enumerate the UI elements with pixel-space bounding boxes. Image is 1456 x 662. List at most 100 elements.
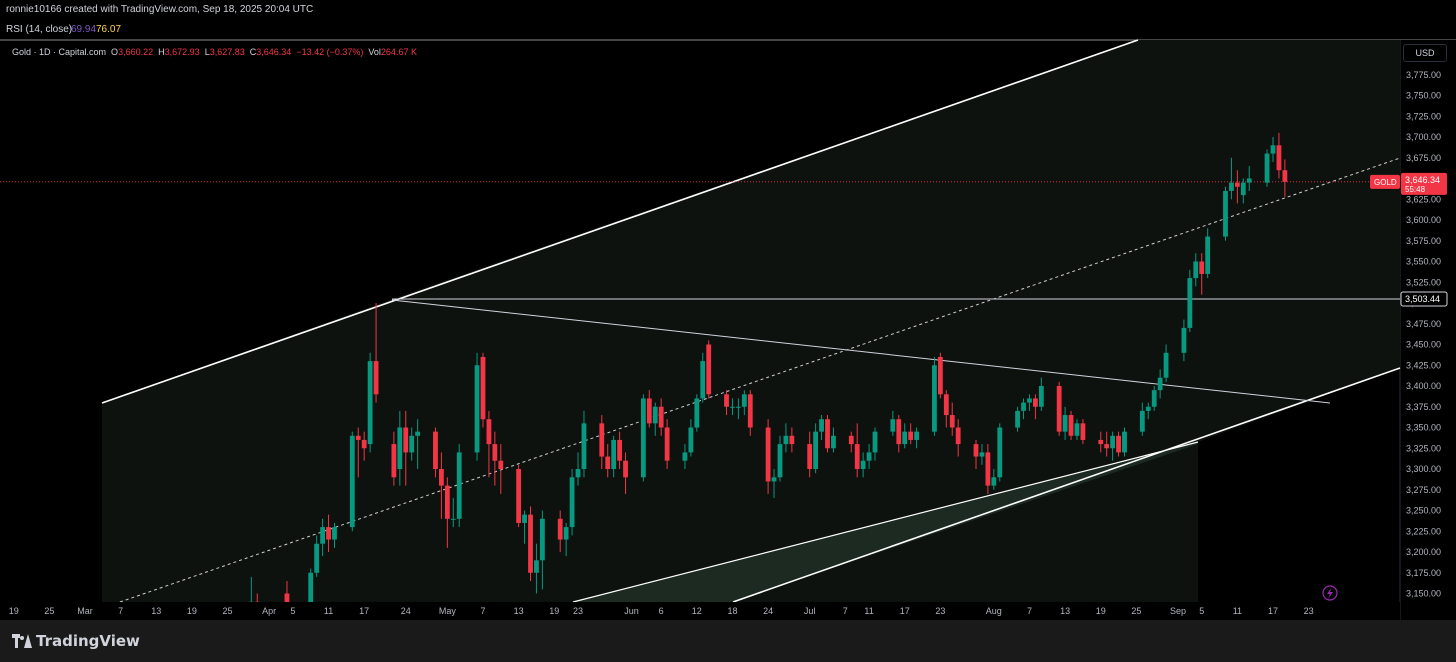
candle[interactable]: [1068, 410, 1074, 440]
candle[interactable]: [682, 444, 688, 469]
candle[interactable]: [890, 410, 896, 436]
candle[interactable]: [1229, 157, 1234, 200]
candle[interactable]: [866, 444, 872, 469]
candle[interactable]: [516, 464, 522, 528]
candle[interactable]: [1270, 137, 1276, 162]
candle[interactable]: [813, 423, 819, 474]
candle[interactable]: [1199, 253, 1205, 295]
candle[interactable]: [1205, 228, 1211, 279]
candle[interactable]: [1246, 166, 1252, 191]
candle[interactable]: [415, 419, 421, 469]
candle[interactable]: [474, 352, 480, 461]
support-line[interactable]: [572, 441, 1199, 603]
candle[interactable]: [569, 469, 575, 536]
candle[interactable]: [706, 340, 712, 399]
candle[interactable]: [623, 452, 628, 494]
candle[interactable]: [973, 439, 979, 469]
candle[interactable]: [664, 419, 670, 469]
candle[interactable]: [1027, 394, 1032, 411]
candle[interactable]: [1282, 159, 1288, 197]
candle[interactable]: [308, 568, 314, 602]
candle[interactable]: [765, 419, 771, 494]
candle[interactable]: [932, 356, 937, 436]
currency-button[interactable]: USD: [1403, 44, 1447, 62]
candle[interactable]: [522, 510, 527, 544]
candle[interactable]: [747, 390, 753, 436]
channel-mid-line[interactable]: [119, 157, 1401, 603]
candle[interactable]: [902, 423, 908, 449]
candle[interactable]: [771, 469, 777, 499]
candle[interactable]: [611, 435, 617, 478]
candle[interactable]: [332, 522, 337, 548]
candle[interactable]: [1038, 377, 1044, 411]
candle[interactable]: [450, 498, 456, 528]
brand[interactable]: TradingView: [12, 632, 140, 650]
candle[interactable]: [403, 410, 409, 486]
candle[interactable]: [1151, 386, 1157, 411]
candle[interactable]: [937, 352, 943, 399]
descending-trendline[interactable]: [391, 299, 1331, 404]
candle[interactable]: [955, 419, 961, 457]
candle[interactable]: [528, 506, 533, 582]
candle[interactable]: [1276, 132, 1282, 179]
candle[interactable]: [534, 543, 539, 594]
candle[interactable]: [783, 423, 789, 453]
candle[interactable]: [367, 352, 373, 453]
candle[interactable]: [326, 514, 331, 552]
candle[interactable]: [599, 415, 605, 469]
candle[interactable]: [1122, 427, 1127, 457]
candle[interactable]: [486, 410, 492, 478]
candle[interactable]: [492, 431, 498, 486]
price-axis[interactable]: [1400, 40, 1456, 620]
candle[interactable]: [391, 431, 397, 486]
candle[interactable]: [361, 431, 367, 461]
candle[interactable]: [1139, 402, 1145, 436]
candle[interactable]: [724, 390, 729, 416]
candle[interactable]: [1080, 419, 1086, 445]
candle[interactable]: [1223, 186, 1228, 241]
lightning-icon[interactable]: [1322, 585, 1338, 601]
candle[interactable]: [688, 419, 694, 457]
candle[interactable]: [872, 427, 878, 461]
candle[interactable]: [1074, 419, 1080, 440]
candle[interactable]: [1240, 178, 1246, 204]
candle[interactable]: [314, 535, 320, 577]
candle[interactable]: [355, 427, 361, 478]
candle[interactable]: [409, 427, 415, 461]
candle[interactable]: [1110, 431, 1116, 461]
candle[interactable]: [1116, 431, 1121, 457]
candle[interactable]: [825, 415, 830, 453]
candle[interactable]: [575, 452, 581, 486]
candle[interactable]: [498, 444, 504, 494]
candle[interactable]: [646, 390, 652, 428]
candle[interactable]: [617, 431, 622, 469]
candle[interactable]: [1264, 149, 1270, 187]
candle[interactable]: [1157, 369, 1163, 399]
candle[interactable]: [1021, 398, 1026, 420]
candle[interactable]: [914, 427, 919, 449]
candle[interactable]: [439, 452, 444, 519]
candle[interactable]: [433, 427, 438, 478]
candle[interactable]: [658, 398, 664, 436]
candle[interactable]: [373, 303, 379, 403]
candle[interactable]: [807, 431, 813, 478]
candle[interactable]: [1062, 406, 1068, 440]
candle[interactable]: [539, 510, 545, 590]
candle[interactable]: [949, 402, 955, 436]
candle[interactable]: [736, 398, 741, 420]
candle[interactable]: [985, 444, 991, 494]
candle[interactable]: [444, 477, 450, 548]
candle[interactable]: [991, 469, 997, 490]
candle[interactable]: [1056, 381, 1062, 436]
candle[interactable]: [456, 444, 462, 528]
candle[interactable]: [860, 452, 866, 478]
candle[interactable]: [997, 423, 1003, 482]
candle[interactable]: [777, 435, 783, 482]
candle[interactable]: [979, 444, 985, 465]
candle[interactable]: [480, 352, 486, 428]
candle[interactable]: [896, 415, 902, 453]
candle[interactable]: [652, 402, 658, 436]
candle[interactable]: [557, 510, 563, 553]
channel-lower-line[interactable]: [732, 367, 1401, 603]
candle[interactable]: [1033, 394, 1038, 420]
